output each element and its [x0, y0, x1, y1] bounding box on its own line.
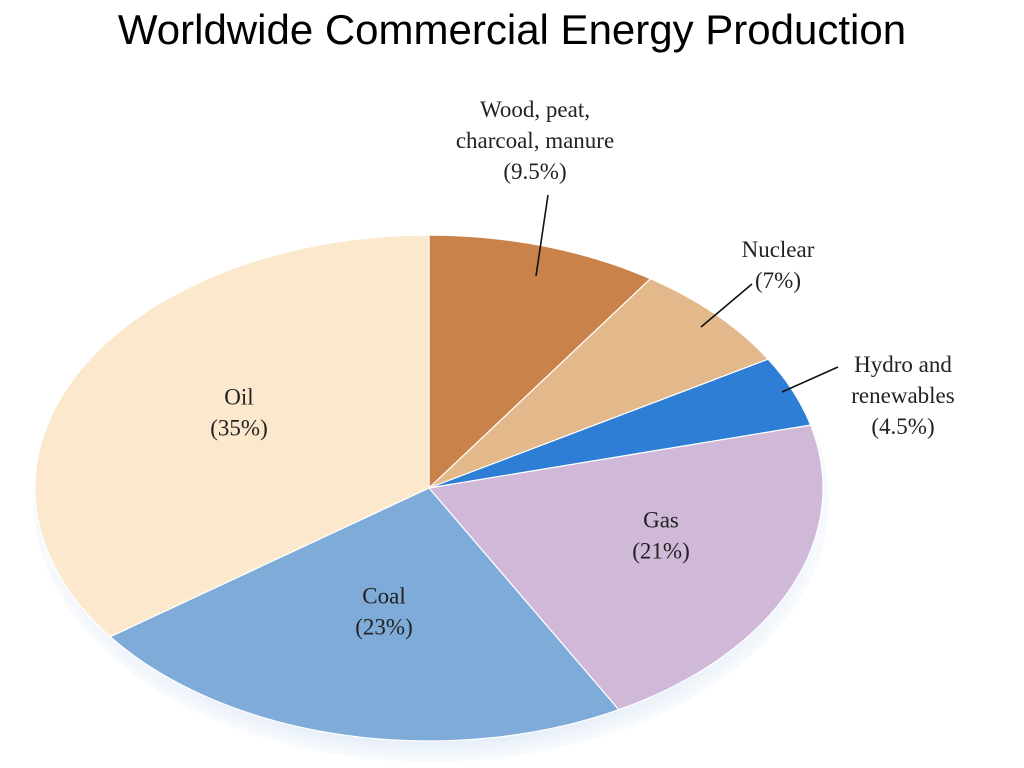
leader-line [781, 366, 839, 393]
leader-line [700, 283, 753, 328]
slice-label-line: renewables [851, 383, 954, 408]
slice-label-line: Wood, peat, [480, 97, 590, 122]
pie-slice-wood-peat-charcoal-manure [428, 234, 652, 490]
pie-slice-gas [427, 424, 824, 711]
slice-label-line: Hydro and [854, 352, 952, 377]
slice-label-line: charcoal, manure [456, 128, 614, 153]
slice-label-line: (21%) [632, 539, 689, 564]
slice-label-line: (35%) [210, 416, 267, 441]
slice-label-line: Gas [643, 508, 679, 533]
slice-label-line: (4.5%) [871, 414, 934, 439]
slice-label: Coal (23%) [355, 584, 412, 640]
slice-label: Nuclear (7%) [742, 237, 815, 293]
page-title: Worldwide Commercial Energy Production [117, 6, 907, 53]
slice-label-line: (7%) [755, 268, 801, 293]
slice-label-line: (9.5%) [503, 159, 566, 184]
slice-label: Hydro and renewables (4.5%) [851, 352, 954, 439]
slice-label-line: Oil [224, 385, 253, 410]
slice-label-line: (23%) [355, 615, 412, 640]
pie-slice-oil [34, 234, 430, 638]
slice-label: Gas (21%) [632, 508, 689, 564]
slice-label: Oil (35%) [210, 385, 267, 441]
pie-slice-coal [109, 487, 620, 742]
slice-label-line: Nuclear [742, 237, 815, 262]
leader-line [535, 194, 549, 277]
slice-label-line: Coal [362, 584, 405, 609]
slice-label: Wood, peat, charcoal, manure (9.5%) [456, 97, 614, 184]
